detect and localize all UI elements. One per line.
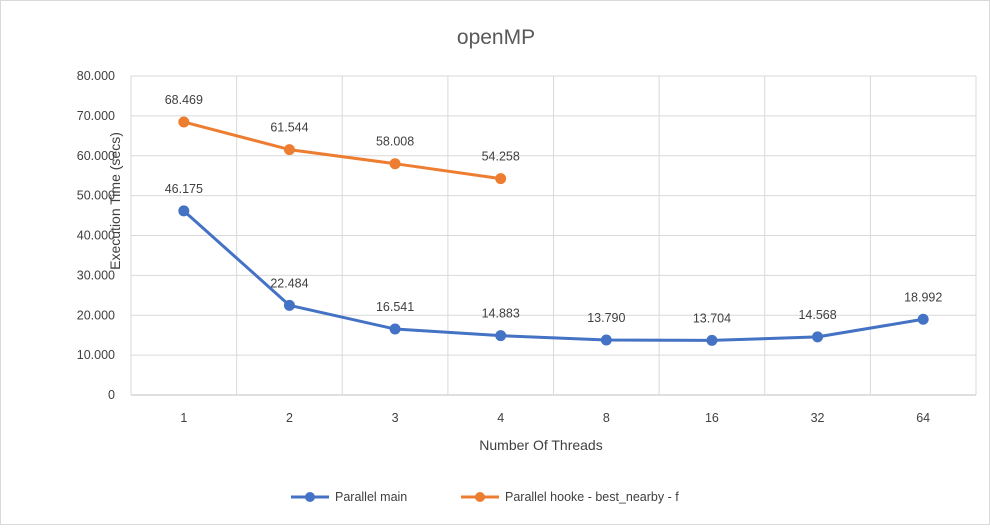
x-tick-label: 3 (392, 411, 399, 425)
data-labels: 46.175 22.484 16.541 14.883 13.790 13.704 14.5… (165, 93, 943, 325)
x-tick-label: 2 (286, 411, 293, 425)
data-label: 54.258 (482, 150, 520, 164)
gridlines (130, 75, 977, 396)
legend-marker (475, 492, 485, 502)
x-tick-label: 16 (705, 411, 719, 425)
y-tick-label: 20.000 (77, 308, 115, 322)
data-label: 22.484 (270, 276, 308, 290)
y-axis-ticks: 0 10.000 20.000 30.000 40.000 50.000 60.000 70.… (77, 69, 115, 402)
series-line (183, 120, 501, 181)
y-tick-label: 70.000 (77, 109, 115, 123)
x-tick-label: 64 (916, 411, 930, 425)
data-point (706, 334, 718, 346)
legend: Parallel main Parallel hooke - best_nearb… (291, 490, 679, 504)
data-point (283, 144, 295, 156)
data-label: 61.544 (270, 121, 308, 135)
y-tick-label: 50.000 (77, 189, 115, 203)
y-tick-label: 60.000 (77, 149, 115, 163)
data-label: 16.541 (376, 300, 414, 314)
x-axis-title: Number Of Threads (479, 437, 602, 453)
data-point (812, 331, 824, 343)
legend-label: Parallel main (335, 490, 407, 504)
legend-label: Parallel hooke - best_nearby - f (505, 490, 679, 504)
x-tick-label: 4 (497, 411, 504, 425)
x-tick-label: 32 (811, 411, 825, 425)
legend-marker (305, 492, 315, 502)
data-point (600, 334, 612, 346)
x-axis-ticks: 1 2 3 4 8 16 32 64 (180, 411, 930, 425)
data-point (389, 158, 401, 170)
series-line (182, 209, 924, 342)
data-point (495, 173, 507, 185)
data-point (178, 205, 190, 217)
y-tick-label: 30.000 (77, 268, 115, 282)
x-tick-label: 1 (180, 411, 187, 425)
data-label: 68.469 (165, 93, 203, 107)
data-label: 58.008 (376, 135, 414, 149)
y-axis-title: Execution Time (secs) (107, 132, 123, 270)
data-point (283, 299, 295, 311)
data-label: 18.992 (904, 290, 942, 304)
data-label: 14.568 (798, 308, 836, 322)
data-label: 13.704 (693, 311, 731, 325)
data-point (917, 313, 929, 325)
y-tick-label: 10.000 (77, 348, 115, 362)
data-label: 13.790 (587, 311, 625, 325)
y-tick-label: 40.000 (77, 229, 115, 243)
data-point (389, 323, 401, 335)
series-group (178, 116, 929, 346)
data-label: 14.883 (482, 307, 520, 321)
y-tick-label: 0 (108, 388, 115, 402)
data-label: 46.175 (165, 182, 203, 196)
x-tick-label: 8 (603, 411, 610, 425)
data-point (178, 116, 190, 128)
data-point (495, 330, 507, 342)
chart-title: openMP (457, 26, 535, 49)
y-tick-label: 80.000 (77, 69, 115, 83)
